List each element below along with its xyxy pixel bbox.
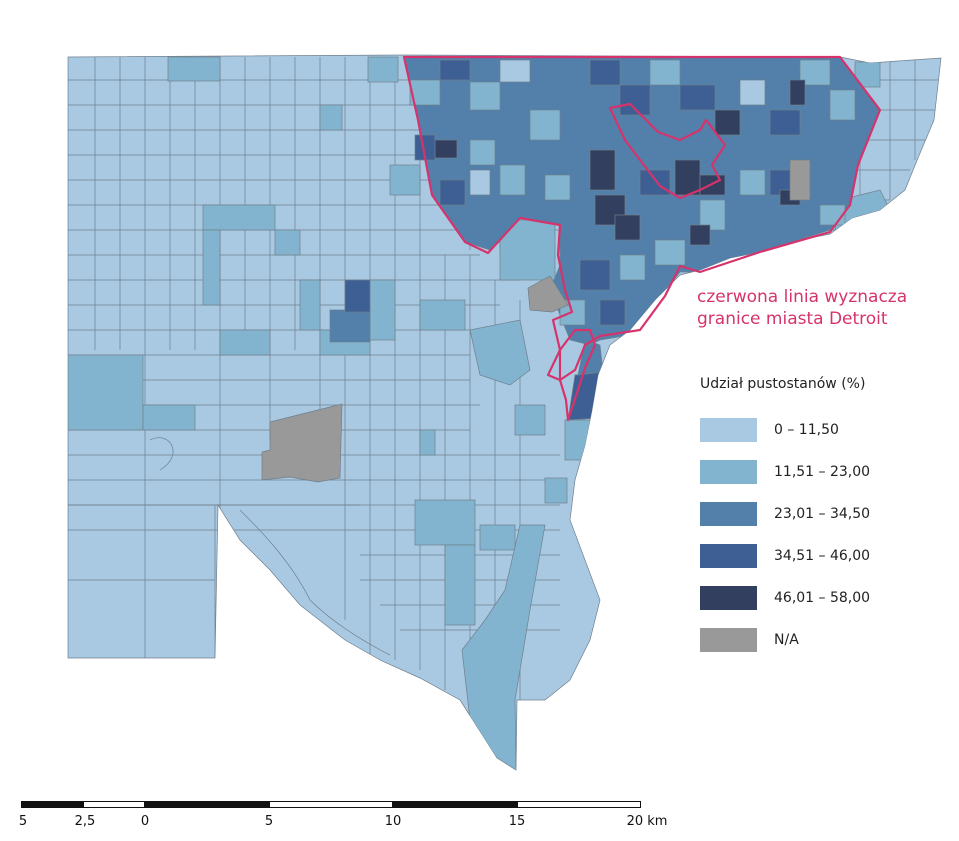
legend-swatch [700, 544, 757, 568]
scale-label: 0 [140, 814, 150, 829]
scale-label: 10 [384, 814, 402, 829]
legend-item: N/A [700, 619, 870, 661]
legend-label: 23,01 – 34,50 [774, 506, 871, 522]
scale-label: 20 km [626, 814, 668, 829]
scale-segment [517, 801, 641, 808]
legend-swatch [700, 460, 757, 484]
annotation-line-1: czerwona linia wyznacza [697, 287, 908, 307]
legend-label: N/A [774, 632, 799, 648]
tracts-class-2 [68, 56, 891, 770]
detroit-boundary-line [402, 55, 882, 382]
legend-label: 46,01 – 58,00 [774, 590, 871, 606]
scale-segment [145, 801, 269, 808]
scale-segment [393, 801, 517, 808]
legend-item: 11,51 – 23,00 [700, 451, 870, 493]
detroit-tracts [404, 56, 881, 346]
scale-label: 2,5 [74, 814, 96, 829]
scale-segment [269, 801, 393, 808]
legend-item: 23,01 – 34,50 [700, 493, 870, 535]
legend-item: 34,51 – 46,00 [700, 535, 870, 577]
legend-label: 34,51 – 46,00 [774, 548, 871, 564]
tracts-na [261, 275, 569, 483]
legend-item: 46,01 – 58,00 [700, 577, 870, 619]
scale-bar: 5 2,5 0 5 10 15 20 km [18, 799, 667, 835]
legend-swatch [700, 418, 757, 442]
map-legend: Udział pustostanów (%) 0 – 11,50 11,51 –… [700, 376, 870, 661]
detroit-south-boundary [558, 328, 597, 422]
legend-title: Udział pustostanów (%) [700, 376, 866, 392]
legend-label: 0 – 11,50 [774, 422, 839, 438]
legend-item: 0 – 11,50 [700, 409, 870, 451]
legend-swatch [700, 628, 757, 652]
legend-swatch [700, 586, 757, 610]
detroit-enclave-boundary [608, 102, 727, 200]
scale-label: 5 [264, 814, 274, 829]
legend-label: 11,51 – 23,00 [774, 464, 871, 480]
scale-segment [21, 801, 83, 808]
annotation-line-2: granice miasta Detroit [697, 309, 888, 329]
city-border-annotation: czerwona linia wyznacza granice miasta D… [697, 286, 907, 330]
legend-swatch [700, 502, 757, 526]
scale-label: 15 [508, 814, 526, 829]
scale-segment [83, 801, 145, 808]
scale-label: 5 [18, 814, 28, 829]
